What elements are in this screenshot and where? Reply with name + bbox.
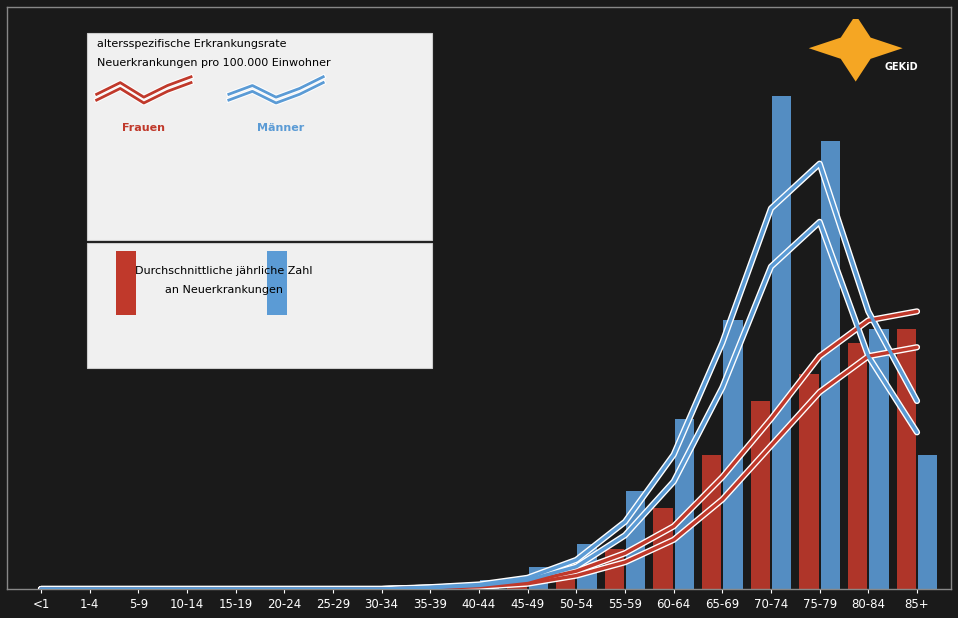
Bar (723, 320, 742, 589)
Bar (869, 329, 889, 589)
Bar (480, 580, 499, 589)
FancyBboxPatch shape (87, 243, 432, 368)
Bar (848, 343, 867, 589)
Text: an Neuerkrankungen: an Neuerkrankungen (165, 285, 284, 295)
Bar (556, 567, 576, 589)
Bar (750, 401, 770, 589)
Bar (431, 585, 451, 589)
Text: Frauen: Frauen (123, 124, 166, 133)
Bar (626, 491, 646, 589)
FancyBboxPatch shape (87, 33, 432, 240)
Bar (918, 455, 938, 589)
Bar (507, 580, 527, 589)
Text: Männer: Männer (257, 124, 305, 133)
Text: GEKiD: GEKiD (884, 62, 918, 72)
Text: Neuerkrankungen pro 100.000 Einwohner: Neuerkrankungen pro 100.000 Einwohner (97, 58, 331, 68)
Bar (799, 374, 819, 589)
Bar (578, 544, 597, 589)
Bar (116, 252, 136, 315)
Bar (529, 567, 548, 589)
Bar (772, 96, 791, 589)
Bar (674, 419, 695, 589)
Bar (821, 142, 840, 589)
Text: altersspezifische Erkrankungsrate: altersspezifische Erkrankungsrate (97, 39, 286, 49)
Bar (702, 455, 721, 589)
Bar (604, 549, 624, 589)
Bar (459, 586, 478, 589)
Text: Durchschnittliche jährliche Zahl: Durchschnittliche jährliche Zahl (135, 266, 313, 276)
Bar (897, 329, 916, 589)
Polygon shape (809, 15, 902, 82)
Bar (266, 252, 287, 315)
Bar (653, 509, 673, 589)
